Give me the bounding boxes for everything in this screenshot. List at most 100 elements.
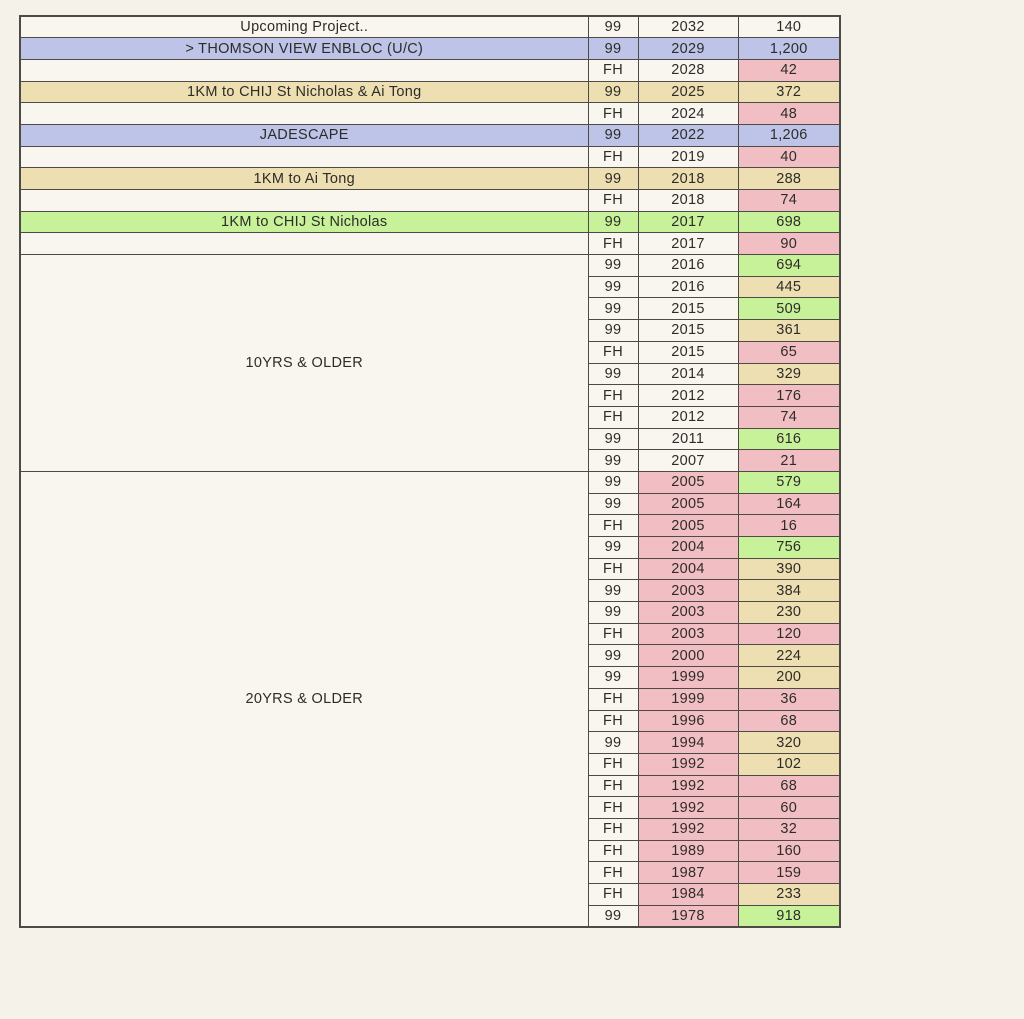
tenure-cell: FH <box>587 709 639 733</box>
units-cell: 120 <box>737 622 841 646</box>
units-cell: 102 <box>737 752 841 776</box>
table-row: FH 2024 48 <box>19 102 841 125</box>
units-cell: 230 <box>737 601 841 624</box>
tenure-cell: FH <box>587 145 639 169</box>
tenure-cell: 99 <box>587 536 639 559</box>
table-row: FH 2012 176 <box>20 384 841 407</box>
table-row: 99 2007 21 <box>20 449 841 472</box>
units-cell: 140 <box>737 15 841 39</box>
tenure-cell: FH <box>587 817 639 841</box>
tenure-cell: FH <box>587 796 639 819</box>
year-cell: 1989 <box>637 839 739 863</box>
project-cell: Upcoming Project.. <box>19 15 589 39</box>
units-cell: 164 <box>737 492 841 516</box>
units-cell: 694 <box>737 254 841 277</box>
units-cell: 372 <box>737 80 841 104</box>
year-cell: 2005 <box>637 492 739 516</box>
units-cell: 65 <box>737 340 841 364</box>
tenure-cell: FH <box>587 384 639 407</box>
year-cell: 2018 <box>637 167 739 190</box>
table-row: FH 2004 390 <box>20 557 841 581</box>
units-cell: 68 <box>737 709 841 733</box>
table-row: 10YRS & OLDER 99 2016 694 <box>19 254 841 472</box>
tenure-cell: FH <box>587 557 639 581</box>
year-cell: 2012 <box>637 384 739 407</box>
table-row: 99 2000 224 <box>20 644 841 668</box>
year-cell: 1987 <box>637 861 739 884</box>
tenure-cell: FH <box>587 232 639 256</box>
tenure-cell: FH <box>587 340 639 364</box>
table-row: > THOMSON VIEW ENBLOC (U/C) 99 2029 1,200 <box>19 37 841 60</box>
year-cell: 2017 <box>637 210 739 234</box>
table-row: FH 2028 42 <box>19 58 841 82</box>
tenure-cell: 99 <box>587 254 639 277</box>
year-cell: 1999 <box>637 687 739 711</box>
tenure-cell: FH <box>587 861 639 884</box>
tenure-cell: FH <box>587 752 639 776</box>
units-cell: 32 <box>737 817 841 841</box>
year-cell: 1994 <box>637 731 739 754</box>
project-cell: 10YRS & OLDER <box>19 254 589 472</box>
project-cell <box>19 189 589 212</box>
year-cell: 1992 <box>637 752 739 776</box>
year-cell: 2007 <box>637 449 739 472</box>
units-cell: 176 <box>737 384 841 407</box>
units-cell: 40 <box>737 145 841 169</box>
tenure-cell: 99 <box>587 666 639 689</box>
table-row: 99 2016 445 <box>20 275 841 299</box>
project-cell <box>19 102 589 125</box>
tenure-cell: 99 <box>587 15 639 39</box>
units-cell: 74 <box>737 405 841 429</box>
table-row: 99 2004 756 <box>20 536 841 559</box>
table-row: FH 2018 74 <box>19 189 841 212</box>
table-row: 99 2014 329 <box>20 362 841 386</box>
units-cell: 918 <box>737 904 841 928</box>
table-row: FH 1999 36 <box>20 687 841 711</box>
year-cell: 1984 <box>637 883 739 906</box>
units-cell: 288 <box>737 167 841 190</box>
units-cell: 68 <box>737 774 841 798</box>
year-cell: 1992 <box>637 817 739 841</box>
tenure-cell: FH <box>587 189 639 212</box>
year-cell: 2003 <box>637 601 739 624</box>
year-cell: 2011 <box>637 427 739 451</box>
year-cell: 2018 <box>637 189 739 212</box>
project-cell <box>19 232 589 256</box>
year-cell: 2005 <box>637 470 739 494</box>
year-cell: 2015 <box>637 340 739 364</box>
units-cell: 579 <box>737 470 841 494</box>
tenure-cell: 99 <box>587 297 639 321</box>
units-cell: 224 <box>737 644 841 668</box>
project-launch-table-body: Upcoming Project.. 99 2032 140 > THOMSON VIE… <box>19 15 841 928</box>
tenure-cell: 99 <box>587 427 639 451</box>
project-cell: 1KM to CHIJ St Nicholas <box>19 210 589 234</box>
tenure-cell: 99 <box>587 449 639 472</box>
year-cell: 2017 <box>637 232 739 256</box>
year-cell: 2003 <box>637 579 739 603</box>
tenure-cell: 99 <box>587 362 639 386</box>
units-cell: 1,206 <box>737 123 841 147</box>
year-cell: 2019 <box>637 145 739 169</box>
year-cell: 2022 <box>637 123 739 147</box>
year-cell: 2029 <box>637 37 739 60</box>
tenure-cell: 99 <box>587 80 639 104</box>
year-cell: 2014 <box>637 362 739 386</box>
project-cell: 1KM to CHIJ St Nicholas & Ai Tong <box>19 80 589 104</box>
tenure-cell: FH <box>587 883 639 906</box>
project-cell: JADESCAPE <box>19 123 589 147</box>
units-cell: 445 <box>737 275 841 299</box>
units-cell: 16 <box>737 514 841 537</box>
units-cell: 60 <box>737 796 841 819</box>
table-row: FH 2019 40 <box>19 145 841 169</box>
table-row: 1KM to Ai Tong 99 2018 288 <box>19 167 841 190</box>
tenure-cell: 99 <box>587 904 639 928</box>
table-row: Upcoming Project.. 99 2032 140 <box>19 15 841 39</box>
year-cell: 1999 <box>637 666 739 689</box>
year-cell: 2015 <box>637 297 739 321</box>
year-cell: 2012 <box>637 405 739 429</box>
table-row: 99 1978 918 <box>20 904 841 928</box>
year-cell: 2025 <box>637 80 739 104</box>
table-row: JADESCAPE 99 2022 1,206 <box>19 123 841 147</box>
tenure-cell: 99 <box>587 123 639 147</box>
table-row: 99 1999 200 <box>20 666 841 689</box>
